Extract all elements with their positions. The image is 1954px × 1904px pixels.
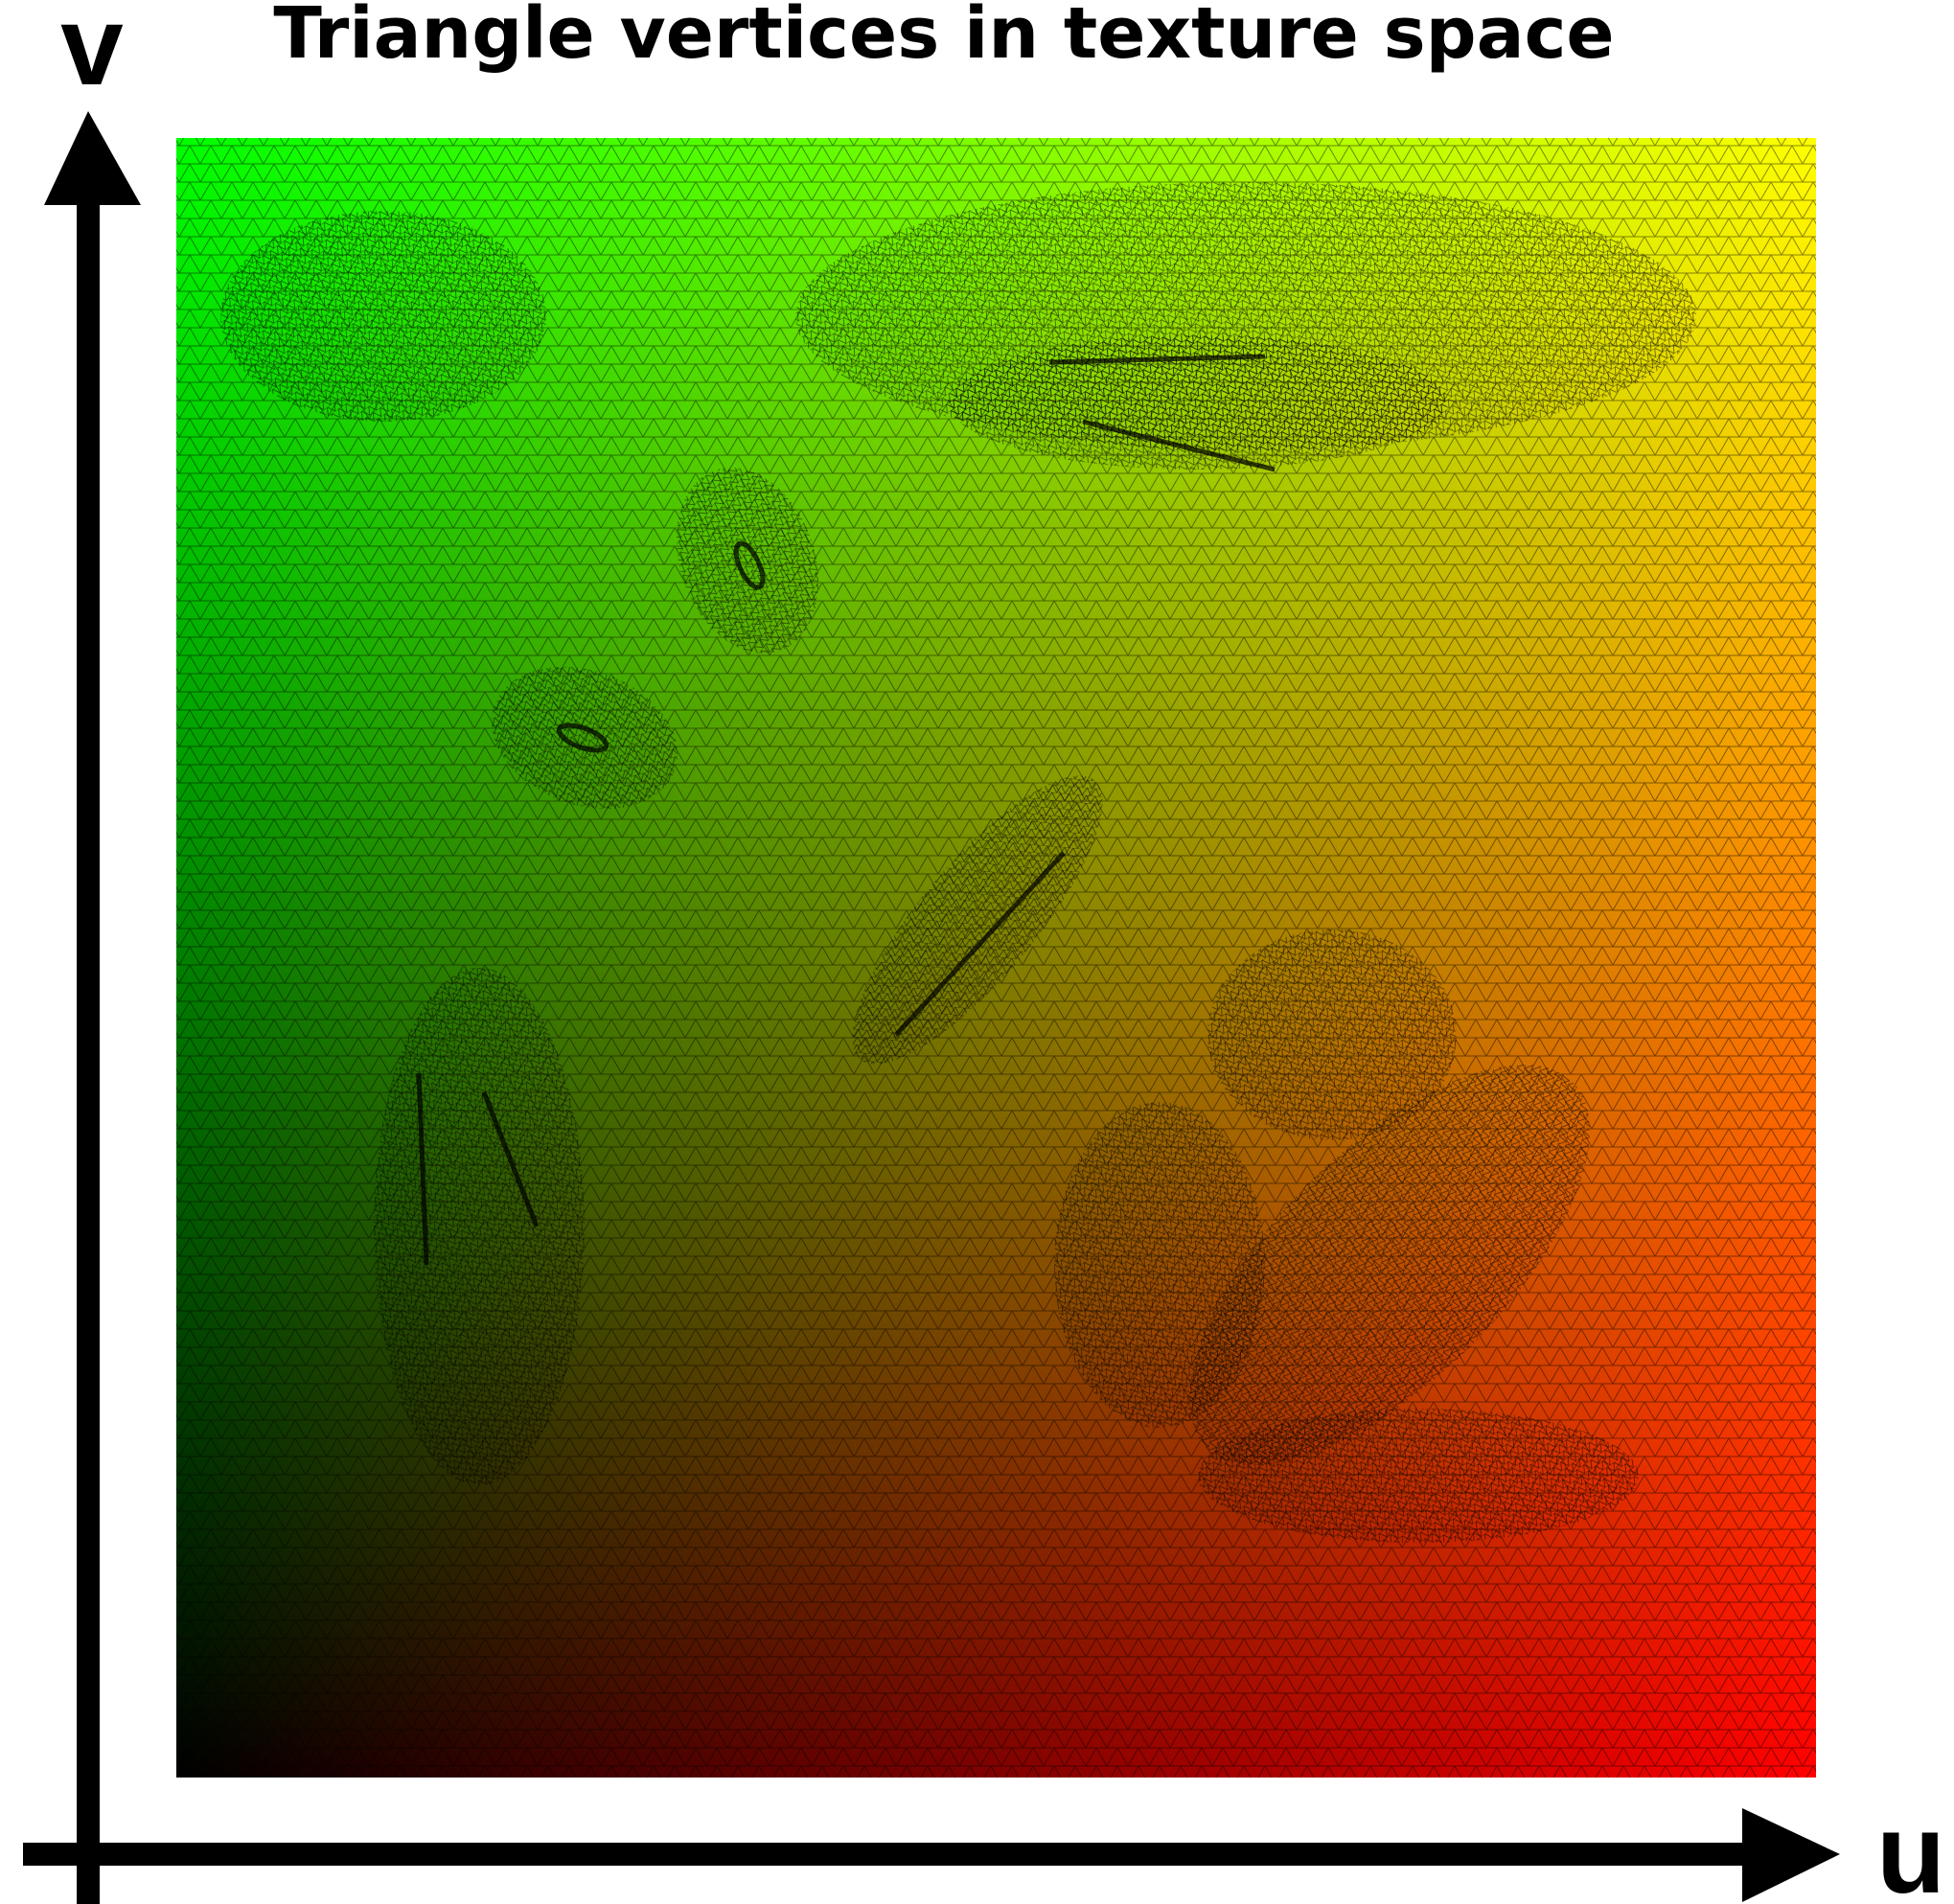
title: Triangle vertices in texture space bbox=[273, 0, 1614, 75]
horizontal-arrowhead bbox=[1742, 1808, 1840, 1902]
vertical-arrowhead bbox=[44, 111, 141, 205]
horizontal-axis-label: u bbox=[1876, 1791, 1945, 1904]
diagram: Triangle vertices in texture space v u bbox=[0, 0, 1954, 1904]
page: Triangle vertices in texture space v u (… bbox=[0, 0, 1954, 1904]
texture-square bbox=[176, 138, 1816, 1778]
vertical-axis-label: v bbox=[60, 0, 124, 109]
